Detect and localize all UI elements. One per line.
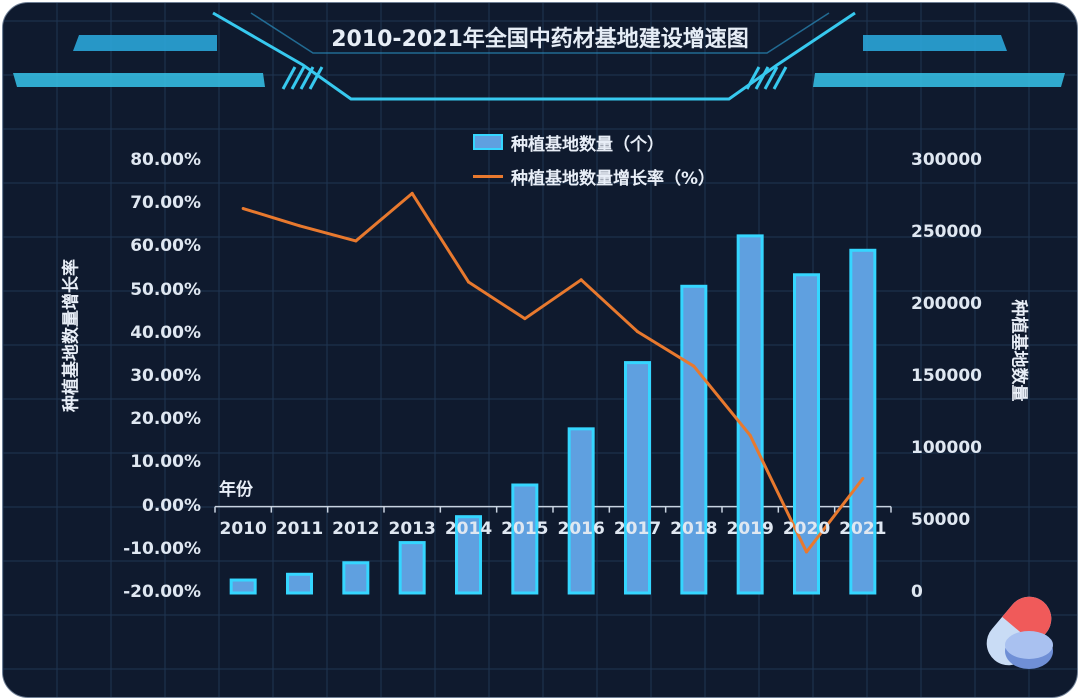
legend-bar-swatch — [473, 134, 503, 150]
growth-rate-point-2014 — [467, 280, 470, 284]
header-deco-stripe — [754, 66, 770, 90]
left-tick-label: 0.00% — [142, 495, 201, 516]
x-tick-label: 2011 — [275, 518, 324, 539]
chart-svg — [3, 3, 1077, 697]
growth-rate-point-2020 — [805, 550, 808, 554]
legend-item-bar: 种植基地数量（个） — [473, 125, 715, 159]
header-deco-frame — [212, 11, 856, 101]
pill-tablet-top-icon — [1005, 631, 1053, 659]
x-tick-label: 2015 — [501, 518, 549, 539]
left-tick-label: 60.00% — [130, 236, 201, 257]
legend-line-swatch — [473, 174, 503, 178]
legend: 种植基地数量（个） 种植基地数量增长率（%） — [473, 125, 715, 193]
growth-rate-point-2021 — [861, 477, 865, 481]
bar-2021 — [849, 248, 877, 595]
x-tick-label: 2012 — [332, 518, 380, 539]
left-tick-label: -20.00% — [123, 582, 201, 602]
left-tick-label: 10.00% — [130, 452, 201, 473]
x-tick-label: 2018 — [670, 518, 718, 539]
header-deco-right-bar — [863, 35, 1007, 51]
bar-2017 — [624, 361, 651, 595]
bar-2014 — [455, 515, 482, 595]
x-tick-label: 2019 — [726, 518, 774, 539]
right-tick-label: 150000 — [911, 366, 982, 386]
growth-rate-line — [242, 191, 865, 554]
growth-rate-point-2010 — [241, 207, 245, 211]
left-tick-label: 50.00% — [130, 279, 201, 300]
header-deco-stripe — [281, 66, 297, 90]
left-tick-label: -10.00% — [123, 538, 201, 559]
growth-rate-point-2016 — [579, 278, 583, 282]
right-tick-label: 200000 — [911, 294, 982, 314]
right-tick-label: 50000 — [911, 510, 971, 530]
x-tick-label: 2021 — [839, 518, 887, 539]
right-tick-label: 100000 — [911, 438, 982, 458]
right-tick-label: 0 — [911, 582, 923, 602]
chart-title: 2010-2021年全国中药材基地建设增速图 — [331, 27, 749, 52]
x-tick-label: 2014 — [444, 518, 493, 539]
x-tick-label: 2010 — [219, 518, 267, 539]
left-tick-label: 40.00% — [130, 322, 201, 343]
x-tick-label: 2020 — [782, 518, 831, 539]
x-axis-title: 年份 — [219, 480, 253, 500]
bar-2010 — [229, 578, 257, 595]
legend-line-label: 种植基地数量增长率（%） — [511, 168, 716, 189]
growth-rate-point-2013 — [410, 191, 414, 195]
header-deco-stripe — [308, 66, 324, 90]
header-deco-stripe — [299, 66, 315, 90]
left-tick-label: 30.00% — [130, 366, 201, 386]
bar-2012 — [342, 561, 370, 595]
header-deco-right-bar-2 — [813, 73, 1065, 87]
left-tick-label: 70.00% — [130, 193, 201, 214]
header-deco-stripe — [290, 66, 306, 90]
right-tick-label: 250000 — [911, 222, 982, 242]
bar-2016 — [567, 427, 595, 595]
right-tick-label: 300000 — [911, 150, 982, 170]
growth-rate-point-2015 — [523, 317, 527, 321]
right-axis-title: 种植基地数量 — [1008, 299, 1029, 402]
bar-2013 — [398, 541, 426, 595]
header-deco-stripe — [763, 66, 779, 90]
bar-2018 — [680, 284, 708, 595]
legend-item-line: 种植基地数量增长率（%） — [473, 159, 715, 193]
left-tick-label: 80.00% — [130, 150, 201, 170]
growth-rate-point-2017 — [636, 330, 639, 334]
bar-2020 — [793, 273, 820, 595]
left-tick-label: 20.00% — [130, 409, 201, 430]
x-tick-label: 2017 — [613, 518, 662, 539]
bar-2015 — [511, 483, 539, 595]
growth-rate-point-2011 — [298, 224, 301, 228]
header-deco-left-bar-2 — [13, 73, 265, 87]
growth-rate-point-2012 — [354, 239, 358, 243]
growth-rate-point-2019 — [748, 433, 752, 437]
x-tick-label: 2016 — [557, 518, 605, 539]
bar-2011 — [286, 572, 313, 595]
header-deco-stripe — [745, 66, 761, 90]
x-tick-label: 2013 — [388, 518, 436, 539]
header-deco-inner — [250, 12, 830, 54]
legend-bar-label: 种植基地数量（个） — [511, 134, 664, 155]
growth-rate-point-2018 — [692, 364, 696, 368]
header-deco-stripe — [772, 66, 788, 90]
left-axis-title: 种植基地数量增长率 — [61, 259, 82, 412]
header-deco-left-bar — [73, 35, 217, 51]
bar-2019 — [736, 234, 764, 595]
